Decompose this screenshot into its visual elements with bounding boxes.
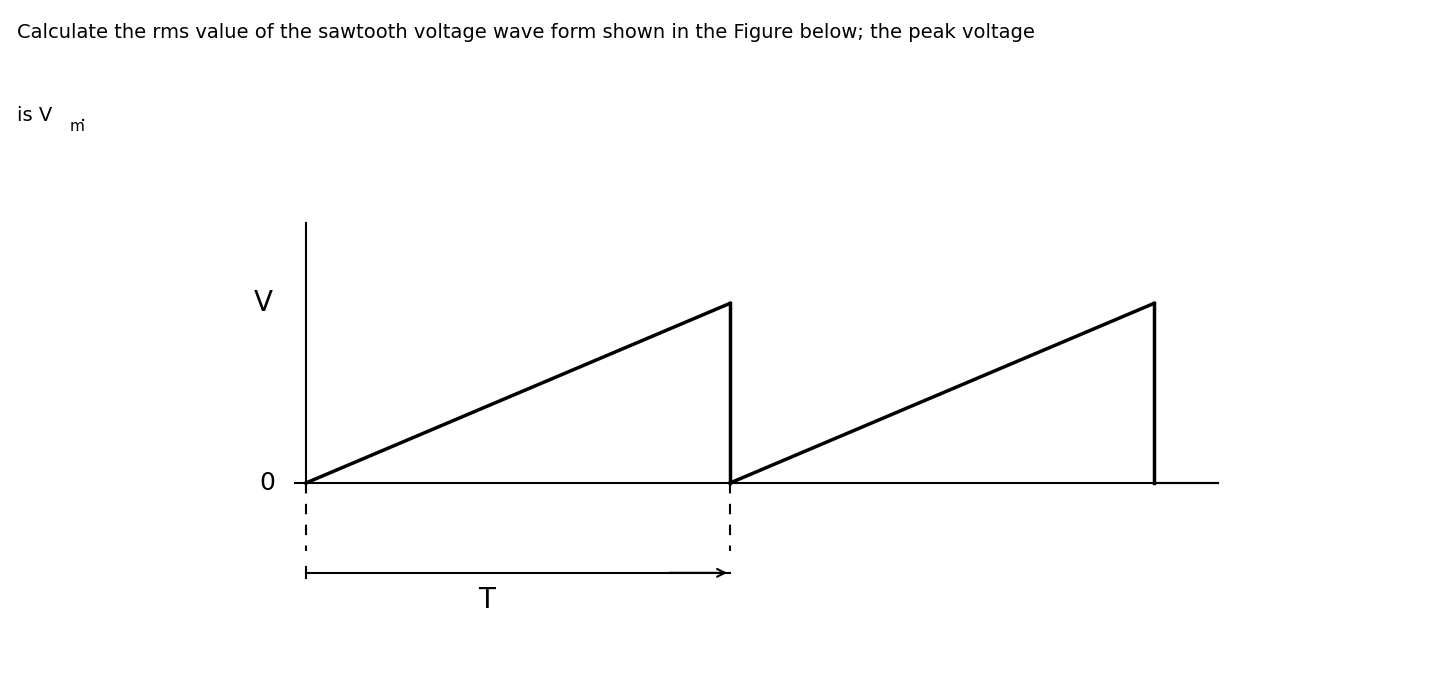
Text: 0: 0: [259, 471, 275, 495]
Text: Calculate the rms value of the sawtooth voltage wave form shown in the Figure be: Calculate the rms value of the sawtooth …: [17, 23, 1035, 41]
Text: V: V: [253, 290, 272, 317]
Text: .: .: [80, 106, 86, 125]
Text: is V: is V: [17, 106, 52, 125]
Text: T: T: [478, 586, 495, 614]
Text: m: m: [70, 119, 84, 133]
